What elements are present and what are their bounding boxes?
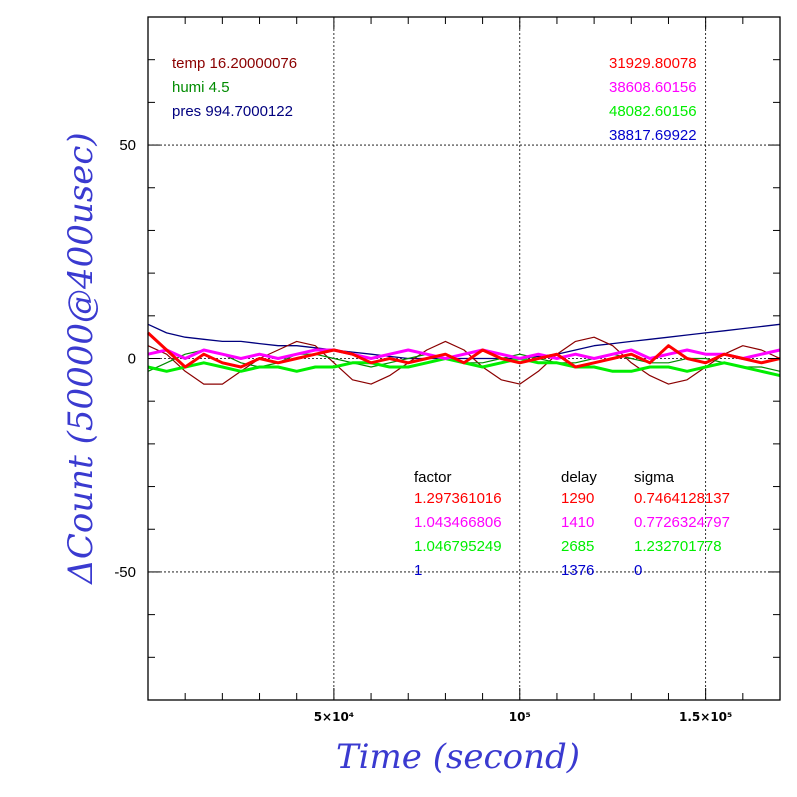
x-tick-label: 10⁵ xyxy=(509,710,531,724)
x-tick-label: 5×10⁴ xyxy=(314,710,354,724)
fit-table-header: factor xyxy=(414,469,452,486)
channel-legend-item: 38608.60156 xyxy=(609,79,697,96)
fit-table-header: sigma xyxy=(634,469,675,486)
channel-legend: 31929.80078 38608.60156 48082.60156 38817.6… xyxy=(609,55,697,144)
fit-table-cell: 1.046795249 xyxy=(414,538,502,555)
series-lines xyxy=(146,323,781,385)
series-line-0 xyxy=(147,323,781,360)
fit-table-cell: 0.7726324797 xyxy=(634,514,730,531)
x-axis-label: Time (second) xyxy=(336,737,580,777)
fit-table: factor delay sigma 1.297361016 1290 0.7464128… xyxy=(414,469,730,579)
fit-table-cell: 0 xyxy=(634,562,642,579)
env-legend-item: humi 4.5 xyxy=(172,79,230,96)
x-tick-label: 1.5×10⁵ xyxy=(679,710,732,724)
series-line-4 xyxy=(147,348,781,360)
channel-legend-item: 48082.60156 xyxy=(609,103,697,120)
fit-table-cell: 1376 xyxy=(561,562,594,579)
fit-table-cell: 0.7464128137 xyxy=(634,490,730,507)
axis-ticks xyxy=(148,17,780,700)
fit-table-cell: 1410 xyxy=(561,514,594,531)
channel-legend-item: 31929.80078 xyxy=(609,55,697,72)
fit-table-cell: 2685 xyxy=(561,538,594,555)
y-tick-label: 50 xyxy=(119,137,136,154)
env-legend: temp 16.20000076 humi 4.5 pres 994.7000122 xyxy=(172,55,297,120)
y-axis-label: ΔCount (50000@400usec) xyxy=(61,132,101,585)
fit-table-cell: 1.232701778 xyxy=(634,538,722,555)
env-legend-item: pres 994.7000122 xyxy=(172,103,293,120)
fit-table-header: delay xyxy=(561,469,597,486)
channel-legend-item: 38817.69922 xyxy=(609,127,697,144)
fit-table-cell: 1.043466806 xyxy=(414,514,502,531)
fit-table-cell: 1290 xyxy=(561,490,594,507)
env-legend-item: temp 16.20000076 xyxy=(172,55,297,72)
fit-table-cell: 1 xyxy=(414,562,422,579)
tick-labels: 5×10⁴ 10⁵ 1.5×10⁵ 50 0 -50 xyxy=(114,137,732,724)
fit-table-cell: 1.297361016 xyxy=(414,490,502,507)
series-line-5 xyxy=(146,331,781,369)
y-tick-label: -50 xyxy=(114,564,136,581)
y-tick-label: 0 xyxy=(128,351,136,368)
series-line-1 xyxy=(147,336,781,385)
